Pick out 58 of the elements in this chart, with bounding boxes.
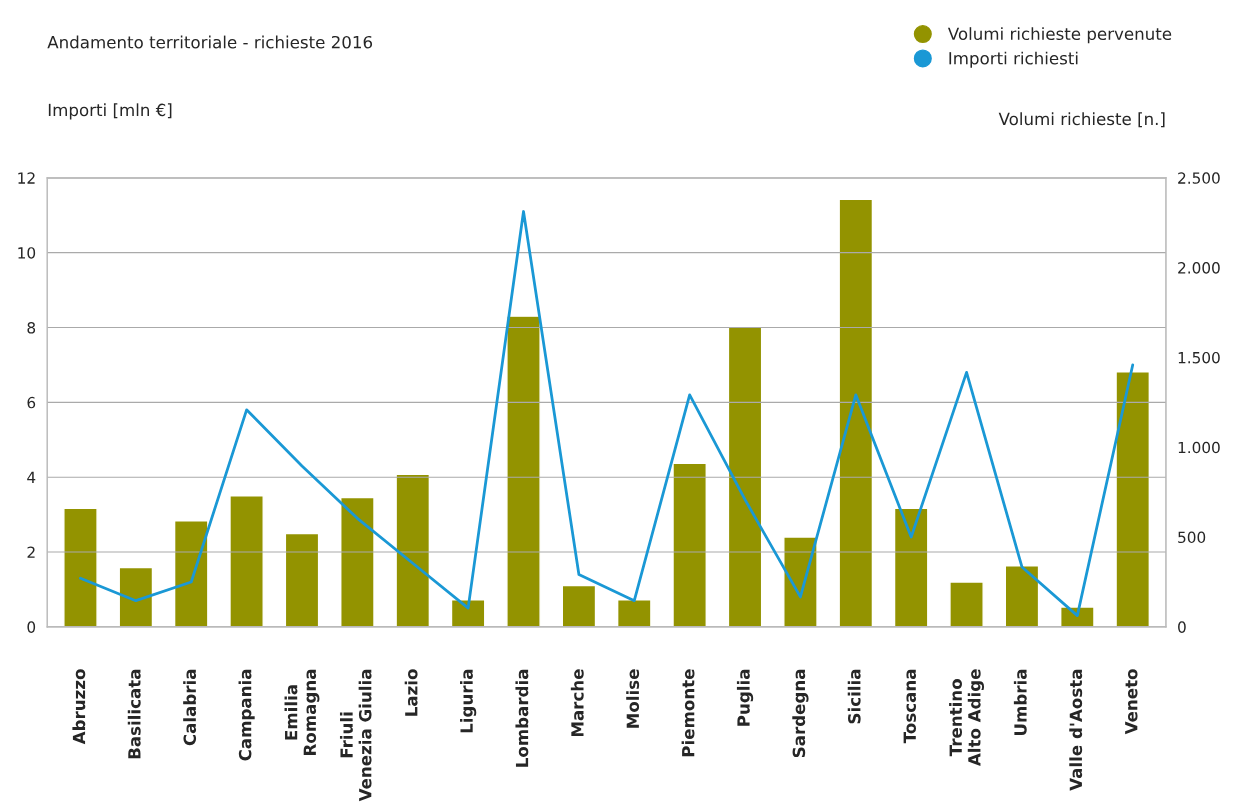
- bar: [1004, 565, 1040, 627]
- bar: [229, 495, 264, 627]
- legend-label: Volumi richieste pervenute: [947, 27, 1172, 44]
- x-tick-label: Lombardia: [515, 669, 529, 767]
- y-tick-label: 8: [27, 321, 36, 334]
- y2-tick-label: 500: [1178, 531, 1206, 544]
- x-tick-label: Sardegna: [792, 669, 809, 758]
- y-axis-title: Importi [mln €]: [48, 103, 172, 120]
- x-tick-label: Toscana: [903, 669, 917, 744]
- x-tick-label: Trentino Alto Adige: [949, 669, 985, 767]
- chart-title: Andamento territoriale - richieste 2016: [47, 35, 373, 49]
- x-tick-label: Valle d'Aosta: [1069, 669, 1083, 791]
- x-tick-label: Basilicata: [127, 669, 141, 759]
- x-tick-label: Veneto: [1125, 669, 1138, 735]
- y2-tick-label: 1.500: [1178, 351, 1220, 364]
- bar: [506, 315, 541, 627]
- y2-tick-label: 1.000: [1178, 441, 1220, 454]
- bar: [284, 532, 320, 627]
- bar: [173, 520, 209, 627]
- x-tick-label: Umbria: [1013, 669, 1027, 736]
- bar: [118, 566, 154, 627]
- bar: [672, 462, 707, 627]
- line-series: [79, 210, 1135, 618]
- bar: [395, 473, 431, 627]
- y-tick-label: 2: [27, 546, 35, 558]
- bar: [1060, 606, 1095, 627]
- y2-tick-label: 0: [1178, 621, 1186, 633]
- y-tick-label: 6: [27, 396, 36, 409]
- y2-tick-label: 2.500: [1178, 172, 1220, 184]
- x-tick-label: Puglia: [736, 669, 754, 726]
- bar: [1115, 371, 1151, 627]
- bar: [783, 536, 818, 627]
- x-tick-label: Marche: [570, 669, 584, 737]
- bar: [63, 507, 98, 627]
- x-tick-label: Abruzzo: [72, 669, 86, 745]
- legend-label: Importi richiesti: [949, 51, 1078, 68]
- x-tick-label: Piemonte: [681, 669, 695, 757]
- y2-tick-label: 2.000: [1178, 262, 1220, 274]
- x-tick-label: Lazio: [404, 669, 418, 716]
- x-tick-label: Campania: [238, 669, 255, 761]
- bar: [838, 198, 874, 627]
- x-tick-label: Emilia Romagna: [284, 669, 320, 755]
- y2-axis-title: Volumi richieste [n.]: [998, 112, 1165, 128]
- x-tick-label: Sicilia: [847, 669, 861, 724]
- x-tick-label: Calabria: [183, 669, 197, 746]
- y-tick-label: 12: [18, 172, 35, 184]
- x-tick-label: Liguria: [460, 669, 477, 733]
- x-tick-label: Molise: [626, 669, 640, 728]
- x-tick-label: Friuli Venezia Giulia: [339, 669, 372, 802]
- y-tick-label: 4: [27, 471, 36, 483]
- y-tick-label: 10: [18, 247, 36, 259]
- bar: [616, 599, 652, 627]
- bar: [893, 507, 929, 627]
- bar: [340, 496, 375, 627]
- y-tick-label: 0: [27, 621, 36, 633]
- bar: [949, 581, 984, 627]
- bar: [727, 326, 763, 627]
- bar: [561, 584, 597, 627]
